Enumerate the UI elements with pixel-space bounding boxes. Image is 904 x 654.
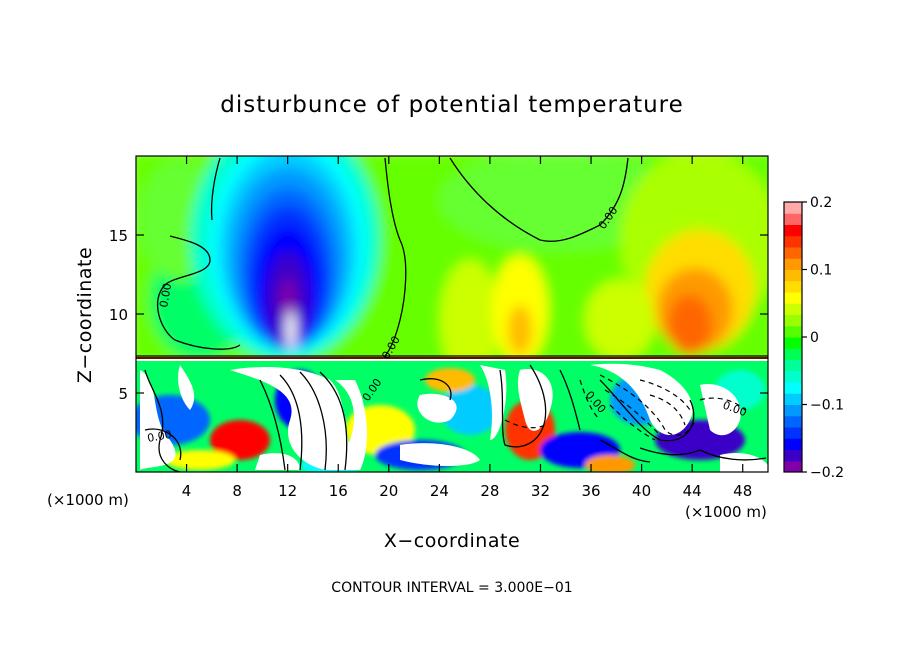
colorbar-swatch <box>784 303 802 315</box>
colorbar-swatch <box>784 382 802 394</box>
colorbar-tick-label: −0.2 <box>810 465 844 481</box>
y-tick-label: 5 <box>118 385 128 403</box>
x-tick-label: 40 <box>632 482 651 500</box>
x-tick-label: 16 <box>329 482 348 500</box>
colorbar-swatch <box>784 415 802 428</box>
contour-interval-footer: CONTOUR INTERVAL = 3.000E−01 <box>331 580 572 596</box>
chart-title: disturbunce of potential temperature <box>220 92 684 118</box>
lower-field <box>136 357 768 472</box>
contour-lines <box>136 157 768 472</box>
colorbar-tick-label: 0.2 <box>810 195 832 211</box>
colorbar-swatch <box>784 269 802 282</box>
colorbar-tick-label: 0 <box>810 330 819 346</box>
colorbar-swatch <box>784 202 802 214</box>
colorbar-swatch <box>784 404 802 417</box>
x-tick-label: 24 <box>430 482 449 500</box>
colorbar-swatch <box>784 460 802 473</box>
x-tick-label: 32 <box>531 482 550 500</box>
colorbar-swatch <box>784 224 802 237</box>
colorbar-swatch <box>784 438 802 450</box>
colorbar-tick-label: −0.1 <box>810 398 844 414</box>
colorbar-swatch <box>784 280 802 293</box>
colorbar-swatch <box>784 393 802 405</box>
colorbar-swatch <box>784 258 802 270</box>
colorbar: 0.2 0.1 0 −0.1 −0.2 <box>783 195 844 481</box>
colorbar-swatch <box>784 314 802 327</box>
x-tick-label: 44 <box>683 482 702 500</box>
y-tick-label: 15 <box>109 227 128 245</box>
upper-field <box>136 156 768 380</box>
x-axis: 4 8 12 16 20 24 28 32 36 40 44 48 <box>182 156 752 500</box>
x-tick-label: 28 <box>480 482 499 500</box>
plot-area: 0.00 0.00 0.00 0.00 0.00 0.00 0.00 <box>136 156 768 472</box>
colorbar-swatch <box>784 325 802 338</box>
contour-label: 0.00 <box>157 282 174 308</box>
x-tick-label: 12 <box>278 482 297 500</box>
colorbar-swatch <box>784 247 802 259</box>
colorbar-swatch <box>784 370 802 383</box>
x-tick-label: 4 <box>182 482 192 500</box>
x-axis-label: X−coordinate <box>384 530 520 552</box>
contour-lines-negative <box>504 374 746 441</box>
colorbar-swatch <box>784 292 802 304</box>
y-tick-label: 10 <box>109 306 128 324</box>
colorbar-swatch <box>784 449 802 462</box>
colorbar-swatch <box>784 213 802 225</box>
colorbar-swatch <box>784 348 802 360</box>
colorbar-swatch <box>784 359 802 372</box>
y-axis: 5 10 15 <box>109 227 768 403</box>
x-tick-label: 36 <box>581 482 600 500</box>
x-tick-label: 8 <box>232 482 242 500</box>
y-axis-label: Z−coordinate <box>74 247 96 383</box>
x-unit-left: (×1000 m) <box>47 491 129 509</box>
colorbar-swatch <box>784 427 802 439</box>
x-tick-label: 48 <box>733 482 752 500</box>
x-unit-right: (×1000 m) <box>685 503 767 521</box>
colorbar-tick-label: 0.1 <box>810 263 832 279</box>
x-tick-label: 20 <box>379 482 398 500</box>
colorbar-swatch <box>784 235 802 248</box>
colorbar-swatch <box>784 337 802 349</box>
contour-label: 0.00 <box>146 428 172 445</box>
